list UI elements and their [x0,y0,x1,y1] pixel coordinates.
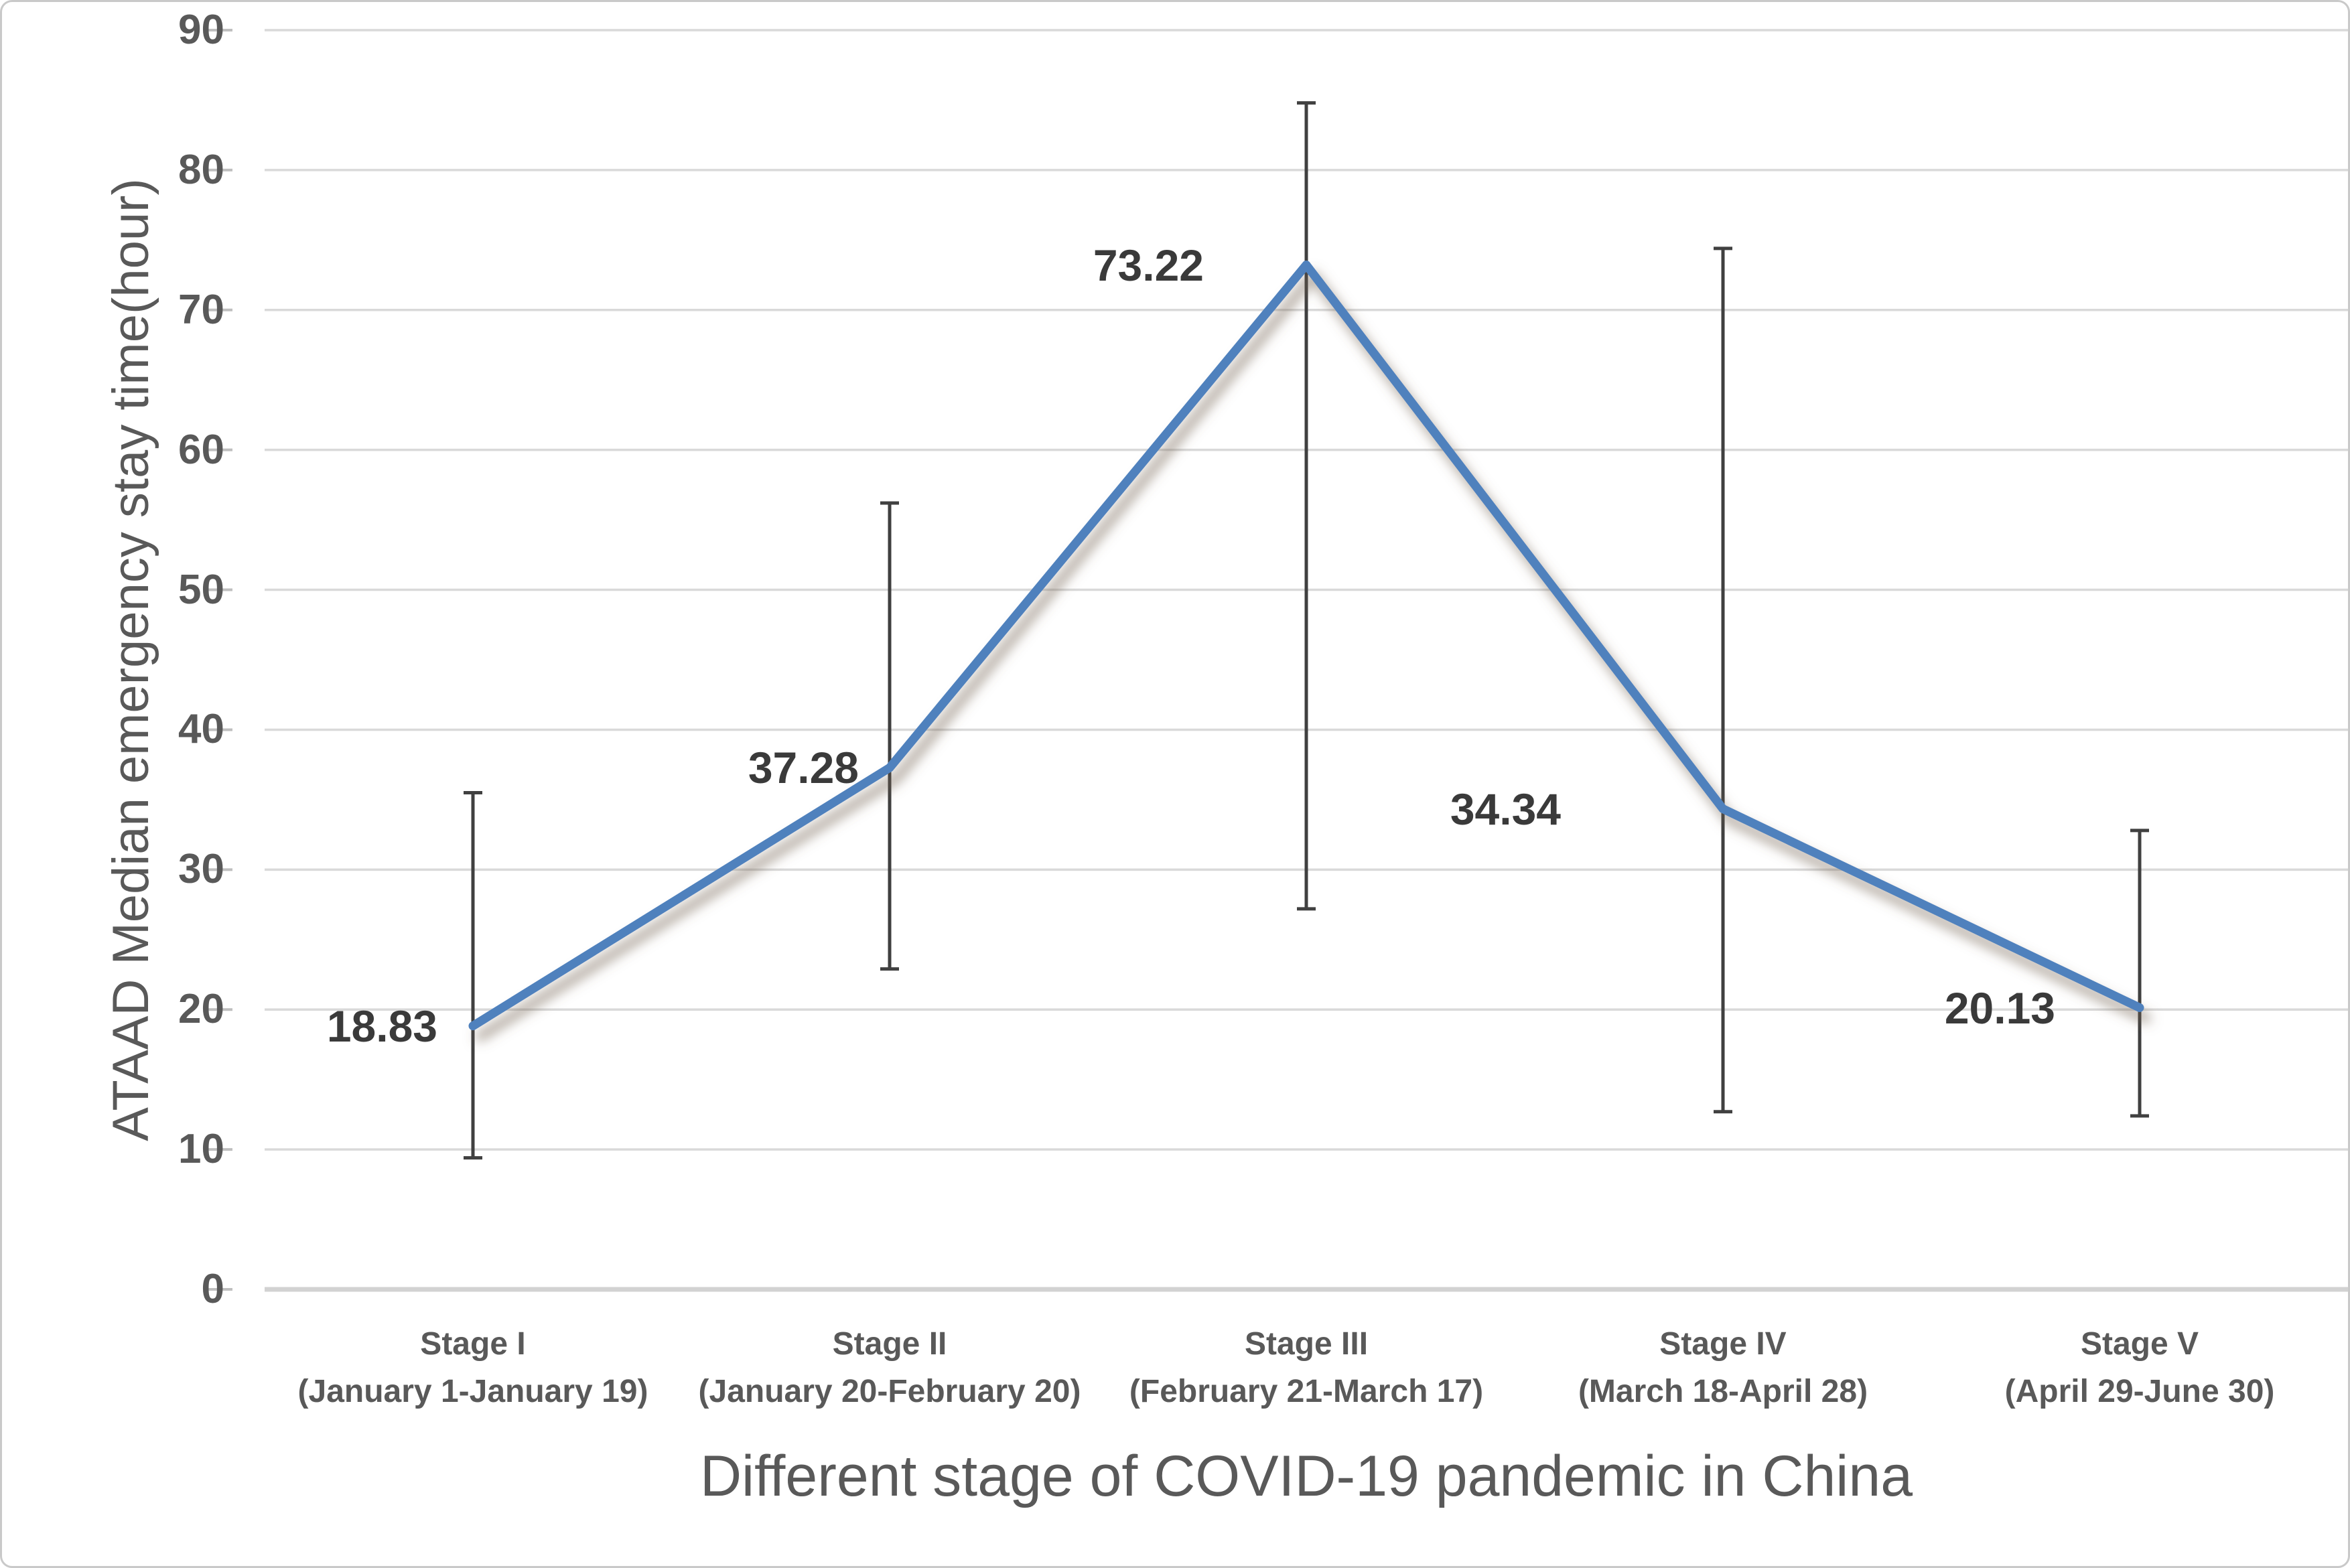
x-category-dates: (January 20-February 20) [698,1374,1081,1409]
series-line [468,261,2144,1031]
data-label: 73.22 [1093,240,1204,290]
x-category-dates: (January 1-January 19) [297,1374,648,1409]
y-tick-label: 70 [178,286,224,333]
y-tick-label: 60 [178,426,224,473]
data-label: 20.13 [1944,983,2055,1033]
y-tick-label: 90 [178,7,224,53]
x-category-dates: (February 21-March 17) [1129,1374,1484,1409]
x-category-label: Stage IV [1659,1326,1787,1362]
data-label: 34.34 [1450,784,1561,834]
data-label: 18.83 [326,1001,437,1051]
y-axis-title: ATAAD Median emergency stay time(hour) [102,178,159,1141]
x-category-label: Stage I [420,1326,526,1362]
x-axis-title: Different stage of COVID-19 pandemic in … [699,1444,1913,1508]
x-category-dates: (April 29-June 30) [2004,1374,2275,1409]
y-tick-label: 80 [178,146,224,193]
x-category-label: Stage II [832,1326,947,1362]
data-label: 37.28 [748,743,859,793]
y-tick-label: 50 [178,566,224,613]
y-tick-label: 0 [201,1266,224,1312]
x-category-label: Stage V [2080,1326,2199,1362]
x-category-dates: (March 18-April 28) [1578,1374,1868,1409]
y-tick-label: 20 [178,986,224,1033]
x-category-label: Stage III [1244,1326,1369,1362]
y-tick-label: 10 [178,1126,224,1173]
y-tick-label: 40 [178,706,224,753]
y-tick-label: 30 [178,846,224,893]
